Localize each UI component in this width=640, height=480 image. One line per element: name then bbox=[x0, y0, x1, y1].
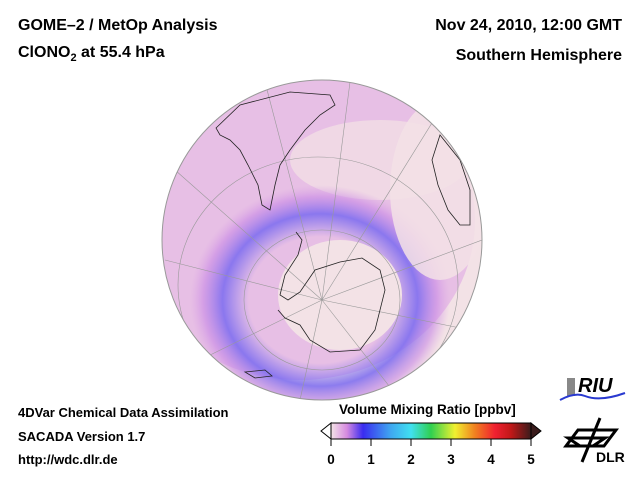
footer-url[interactable]: http://wdc.dlr.de bbox=[18, 452, 118, 467]
dlr-logo: DLR bbox=[563, 417, 625, 465]
region-label: Southern Hemisphere bbox=[455, 47, 622, 64]
footer-method: 4DVar Chemical Data Assimilation bbox=[18, 405, 229, 420]
graticule bbox=[162, 80, 482, 400]
colorbar-title: Volume Mixing Ratio [ppbv] bbox=[339, 402, 516, 417]
colorbar-tick: 3 bbox=[447, 452, 455, 467]
riu-logo: RIU bbox=[559, 375, 626, 401]
colorbar-tick: 2 bbox=[407, 452, 415, 467]
species-subscript: 2 bbox=[70, 52, 77, 65]
colorbar-tick: 4 bbox=[487, 452, 495, 467]
colorbar-tick: 5 bbox=[527, 452, 535, 467]
map-title: GOME–2 / MetOp Analysis bbox=[18, 17, 218, 34]
colorbar-tick: 1 bbox=[367, 452, 375, 467]
footer-version: SACADA Version 1.7 bbox=[18, 429, 146, 444]
coastlines bbox=[215, 91, 471, 379]
species-label: ClONO2 at 55.4 hPa bbox=[18, 44, 165, 64]
species-main: ClONO bbox=[18, 44, 71, 61]
svg-text:DLR: DLR bbox=[596, 449, 625, 465]
svg-text:RIU: RIU bbox=[578, 375, 613, 397]
colorbar-tick: 0 bbox=[327, 452, 335, 467]
colorbar bbox=[320, 421, 542, 446]
date-label: Nov 24, 2010, 12:00 GMT bbox=[435, 17, 622, 34]
globe-outline bbox=[161, 79, 483, 401]
species-level: at 55.4 hPa bbox=[76, 44, 165, 61]
